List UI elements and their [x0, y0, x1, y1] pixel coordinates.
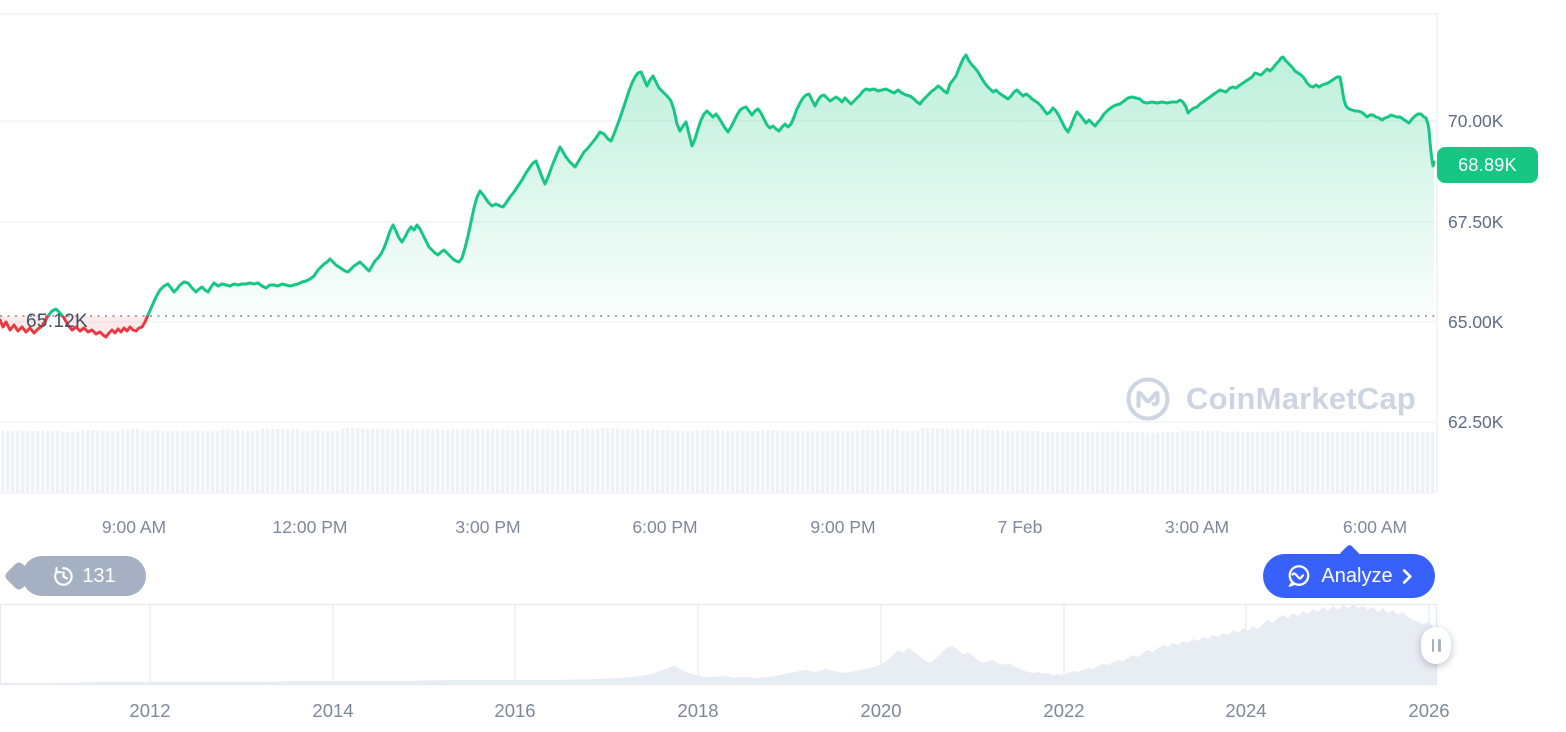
open-price-label: 65.12K	[26, 311, 89, 332]
analyze-button[interactable]: Analyze	[1263, 554, 1435, 598]
y-tick-label: 67.50K	[1448, 212, 1504, 232]
y-tick-label: 62.50K	[1448, 412, 1504, 432]
price-line-green	[46, 53, 1436, 316]
x-tick-label: 6:00 AM	[1342, 517, 1408, 537]
x-tick-label: 3:00 PM	[455, 517, 521, 537]
range-handle[interactable]	[1421, 627, 1451, 664]
year-tick-label: 2024	[1225, 700, 1267, 721]
handle-bar-icon	[1431, 639, 1434, 652]
x-tick-label: 12:00 PM	[272, 517, 348, 537]
year-tick-label: 2018	[677, 700, 719, 721]
last-price-badge: 68.89K	[1437, 147, 1538, 183]
year-tick-label: 2020	[860, 700, 902, 721]
x-tick-label: 6:00 PM	[632, 517, 698, 537]
coinmarketcap-bubble-icon	[1285, 563, 1312, 590]
year-tick-label: 2012	[129, 700, 171, 721]
history-count-label: 131	[82, 564, 116, 587]
x-tick-label: 3:00 AM	[1164, 517, 1230, 537]
history-count-badge[interactable]: 131	[22, 556, 146, 596]
price-area-green	[0, 55, 1434, 316]
x-tick-label: 7 Feb	[997, 517, 1043, 537]
year-tick-label: 2026	[1408, 700, 1450, 721]
history-clock-icon	[52, 565, 75, 588]
handle-bar-icon	[1438, 639, 1441, 652]
year-tick-label: 2014	[312, 700, 354, 721]
analyze-button-label: Analyze	[1321, 564, 1393, 587]
year-tick-label: 2022	[1043, 700, 1085, 721]
coinmarketcap-logo-icon	[1124, 375, 1172, 423]
coinmarketcap-watermark: CoinMarketCap	[1124, 372, 1416, 426]
minimap-area	[0, 604, 1436, 684]
y-tick-label: 65.00K	[1448, 312, 1504, 332]
x-tick-label: 9:00 PM	[810, 517, 876, 537]
chevron-right-icon	[1402, 568, 1413, 585]
x-tick-label: 9:00 AM	[101, 517, 167, 537]
watermark-text: CoinMarketCap	[1186, 381, 1416, 416]
year-tick-label: 2016	[494, 700, 536, 721]
price-area-red	[0, 316, 1434, 337]
y-tick-label: 70.00K	[1448, 111, 1504, 131]
